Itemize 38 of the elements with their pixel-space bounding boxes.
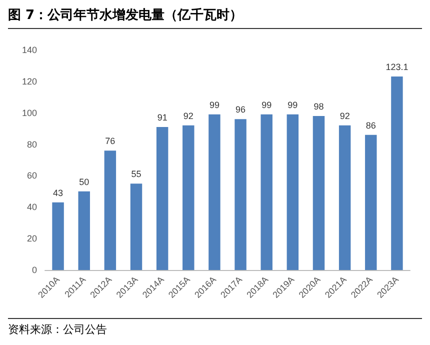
bar [78, 191, 90, 270]
bar [52, 202, 64, 270]
bar [208, 114, 220, 270]
data-label: 123.1 [386, 62, 408, 72]
bar [182, 125, 194, 270]
bar [156, 127, 168, 270]
y-tick-label: 140 [22, 45, 37, 55]
data-label: 92 [340, 110, 350, 121]
data-label: 43 [53, 188, 64, 198]
data-label: 99 [262, 100, 272, 110]
chart-title: 图 7：公司年节水增发电量（亿千瓦时） [8, 6, 422, 29]
data-label: 98 [314, 102, 324, 112]
text: 资料来源：公司公告 [8, 318, 422, 337]
bar [104, 150, 116, 270]
y-tick-label: 120 [22, 76, 37, 86]
bar [130, 184, 142, 270]
y-tick-label: 40 [26, 202, 37, 212]
data-label: 86 [366, 120, 376, 130]
y-tick-label: 0 [32, 265, 37, 275]
bar [391, 76, 403, 270]
bar [286, 114, 299, 270]
data-label: 96 [236, 104, 246, 115]
bar [312, 116, 325, 270]
bar [260, 114, 272, 270]
bar [234, 119, 246, 270]
y-tick-label: 60 [26, 170, 37, 181]
data-label: 76 [105, 136, 116, 146]
data-label: 99 [209, 100, 220, 110]
data-label: 92 [183, 110, 194, 121]
data-label: 50 [79, 176, 90, 187]
data-label: 91 [157, 112, 168, 122]
bar [338, 125, 351, 270]
y-tick-label: 20 [26, 234, 37, 244]
data-label: 99 [288, 100, 298, 110]
data-label: 55 [131, 169, 142, 180]
y-tick-label: 100 [22, 108, 37, 118]
y-tick-label: 80 [26, 139, 37, 150]
bar [365, 134, 377, 270]
